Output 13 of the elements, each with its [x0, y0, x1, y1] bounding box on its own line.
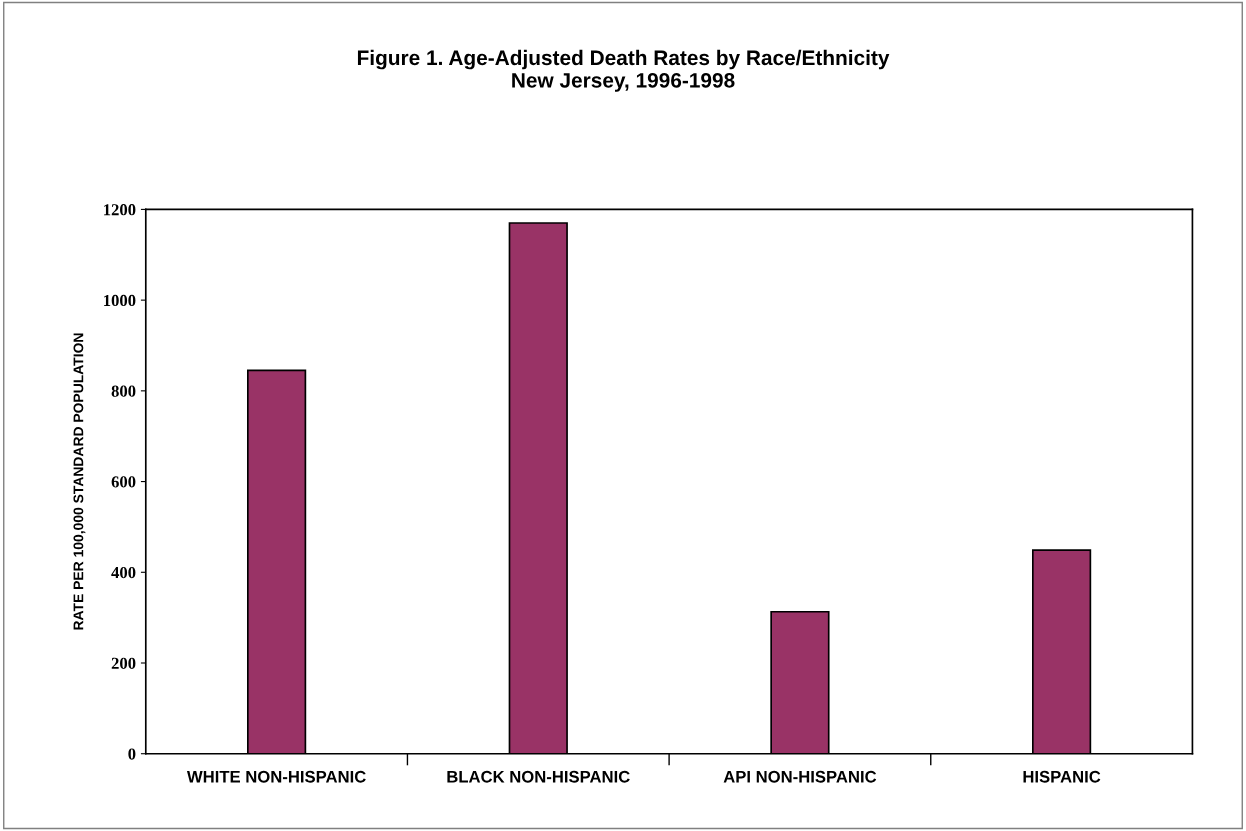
- y-tick-label: 200: [111, 657, 136, 669]
- y-tick-label: 600: [111, 476, 136, 488]
- y-axis-title: RATE PER 100,000 STANDARD POPULATION: [73, 333, 86, 630]
- y-tick-label: 400: [111, 566, 136, 579]
- chart-title: Figure 1. Age-Adjusted Death Rates by Race/Ethnicity New Jersey, 1996-1998: [357, 49, 890, 92]
- x-tick-label: HISPANIC: [1023, 770, 1101, 783]
- y-tick-label: 0: [128, 748, 136, 760]
- y-tick-label: 800: [111, 385, 136, 397]
- x-tick-label: WHITE NON-HISPANIC: [186, 770, 366, 783]
- x-tick-label: BLACK NON-HISPANIC: [447, 770, 630, 783]
- x-tick-label: API NON-HISPANIC: [723, 770, 877, 783]
- y-tick-label: 1000: [104, 294, 136, 307]
- y-tick-label: 1200: [104, 204, 136, 216]
